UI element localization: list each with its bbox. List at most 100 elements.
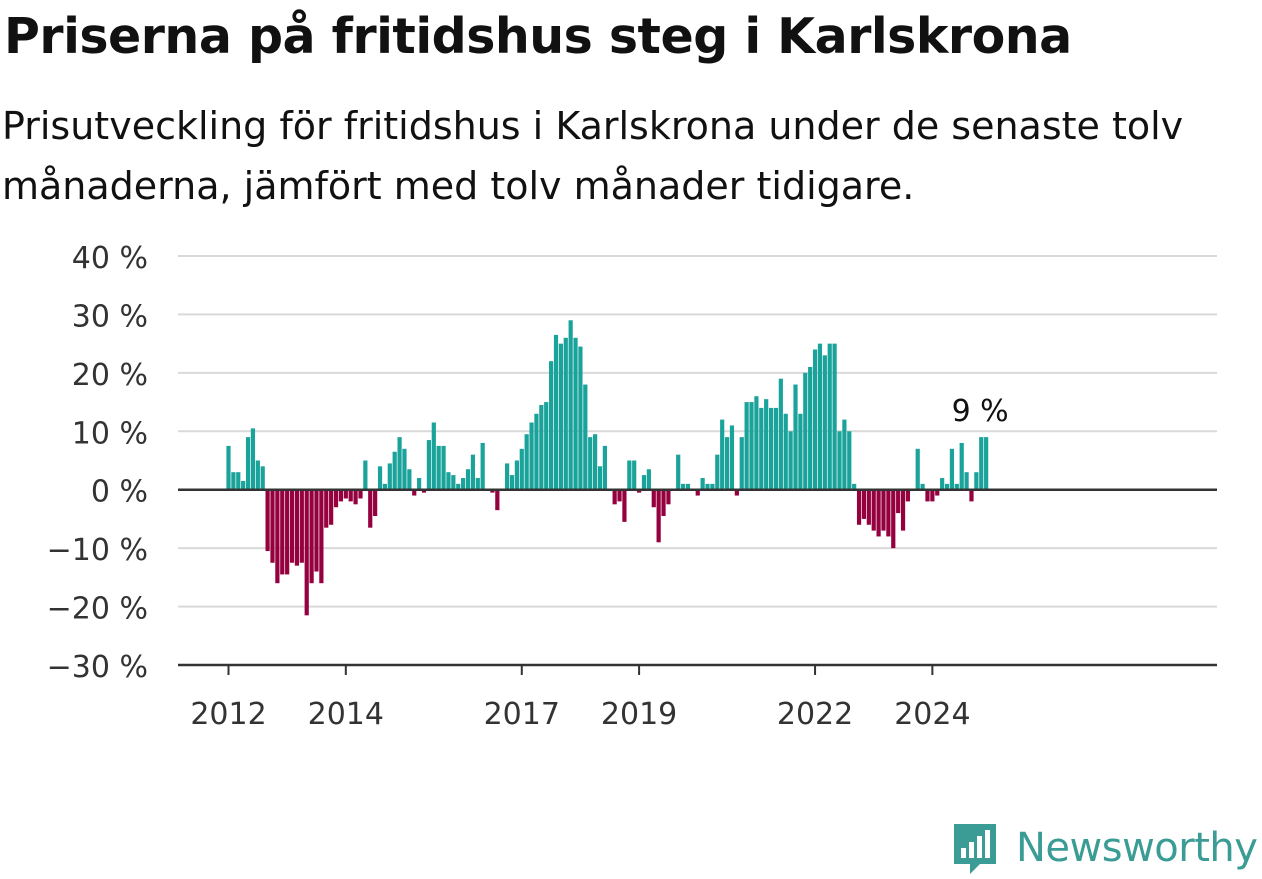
bar xyxy=(231,472,236,490)
chart-subtitle: Prisutveckling för fritidshus i Karlskro… xyxy=(2,104,1184,208)
bar xyxy=(871,489,876,531)
bar xyxy=(505,463,510,490)
bar xyxy=(597,466,603,490)
bar xyxy=(964,472,969,490)
y-tick-label: 10 % xyxy=(72,416,148,451)
y-tick-label: −10 % xyxy=(47,533,148,568)
y-tick-label: 40 % xyxy=(72,241,148,276)
bar xyxy=(636,489,642,493)
bar xyxy=(544,402,549,490)
bar xyxy=(739,437,744,490)
bar xyxy=(353,489,358,505)
bar xyxy=(798,413,803,490)
bar xyxy=(519,448,524,490)
bar xyxy=(646,469,651,490)
bar xyxy=(343,489,348,499)
bar xyxy=(886,489,891,537)
bar xyxy=(842,419,847,490)
bar xyxy=(954,483,959,490)
bar xyxy=(373,489,378,516)
bar xyxy=(788,431,793,490)
bar xyxy=(456,483,461,490)
bar xyxy=(289,489,295,563)
bar xyxy=(984,437,989,490)
bar xyxy=(226,445,231,490)
bar xyxy=(568,320,573,490)
bar xyxy=(827,343,832,490)
y-tick-label: 30 % xyxy=(72,299,148,334)
y-tick-label: 20 % xyxy=(72,358,148,393)
bar xyxy=(724,437,730,490)
bar xyxy=(431,422,436,490)
bar xyxy=(417,478,422,490)
bar xyxy=(822,355,827,490)
bar xyxy=(940,478,945,490)
bar xyxy=(944,483,950,490)
bar xyxy=(891,489,896,549)
bar xyxy=(304,489,309,616)
bar xyxy=(905,489,911,502)
bar xyxy=(338,489,344,502)
bar xyxy=(676,454,681,490)
bar xyxy=(558,343,563,490)
bar xyxy=(852,483,857,490)
x-tick-label: 2014 xyxy=(308,697,384,732)
bar xyxy=(832,343,837,490)
x-tick-label: 2022 xyxy=(777,697,853,732)
bar xyxy=(680,483,686,490)
bar xyxy=(299,489,304,563)
bar xyxy=(685,483,691,490)
y-tick-label: −30 % xyxy=(47,650,148,685)
bar xyxy=(578,346,583,490)
bar xyxy=(446,472,451,490)
bar xyxy=(285,489,290,575)
bar xyxy=(778,378,783,490)
bar xyxy=(759,407,764,490)
bar xyxy=(573,337,578,490)
bar xyxy=(490,489,495,493)
bar xyxy=(451,475,456,490)
bar xyxy=(436,445,441,490)
bar xyxy=(627,460,632,490)
bar xyxy=(803,372,808,490)
bar xyxy=(930,489,935,502)
bar xyxy=(949,448,955,490)
bar xyxy=(617,489,622,502)
bar xyxy=(935,489,940,496)
bar xyxy=(632,460,637,490)
x-tick-label: 2019 xyxy=(601,697,677,732)
bar xyxy=(896,489,901,514)
bar xyxy=(710,483,715,490)
bar xyxy=(397,437,402,490)
bar xyxy=(387,463,392,490)
bar xyxy=(421,489,427,493)
bar xyxy=(583,384,588,490)
bar xyxy=(764,399,769,490)
bar xyxy=(358,489,363,499)
bar xyxy=(441,445,446,490)
bar xyxy=(729,425,735,490)
bar-chart: 40 % 30 % 20 % 10 % 0 % −10 % −20 % −30 % 2012 20… xyxy=(47,241,1217,732)
bar xyxy=(588,437,593,490)
bar xyxy=(812,349,818,490)
bar xyxy=(236,472,241,490)
bar xyxy=(915,448,920,490)
bar xyxy=(979,437,984,490)
bar xyxy=(524,434,529,490)
bar xyxy=(749,402,754,490)
bar xyxy=(563,337,568,490)
bar xyxy=(925,489,930,502)
bar xyxy=(534,413,539,490)
bar xyxy=(837,431,842,490)
bar xyxy=(744,402,749,490)
bar xyxy=(402,448,407,490)
bar xyxy=(377,466,383,490)
chart-title: Priserna på fritidshus steg i Karlskrona xyxy=(4,8,1072,65)
bar xyxy=(319,489,324,584)
bar xyxy=(969,489,974,502)
bar xyxy=(333,489,339,508)
newsworthy-chart-icon xyxy=(954,824,996,874)
bar xyxy=(241,480,246,490)
bar xyxy=(412,489,417,496)
bar xyxy=(280,489,285,575)
